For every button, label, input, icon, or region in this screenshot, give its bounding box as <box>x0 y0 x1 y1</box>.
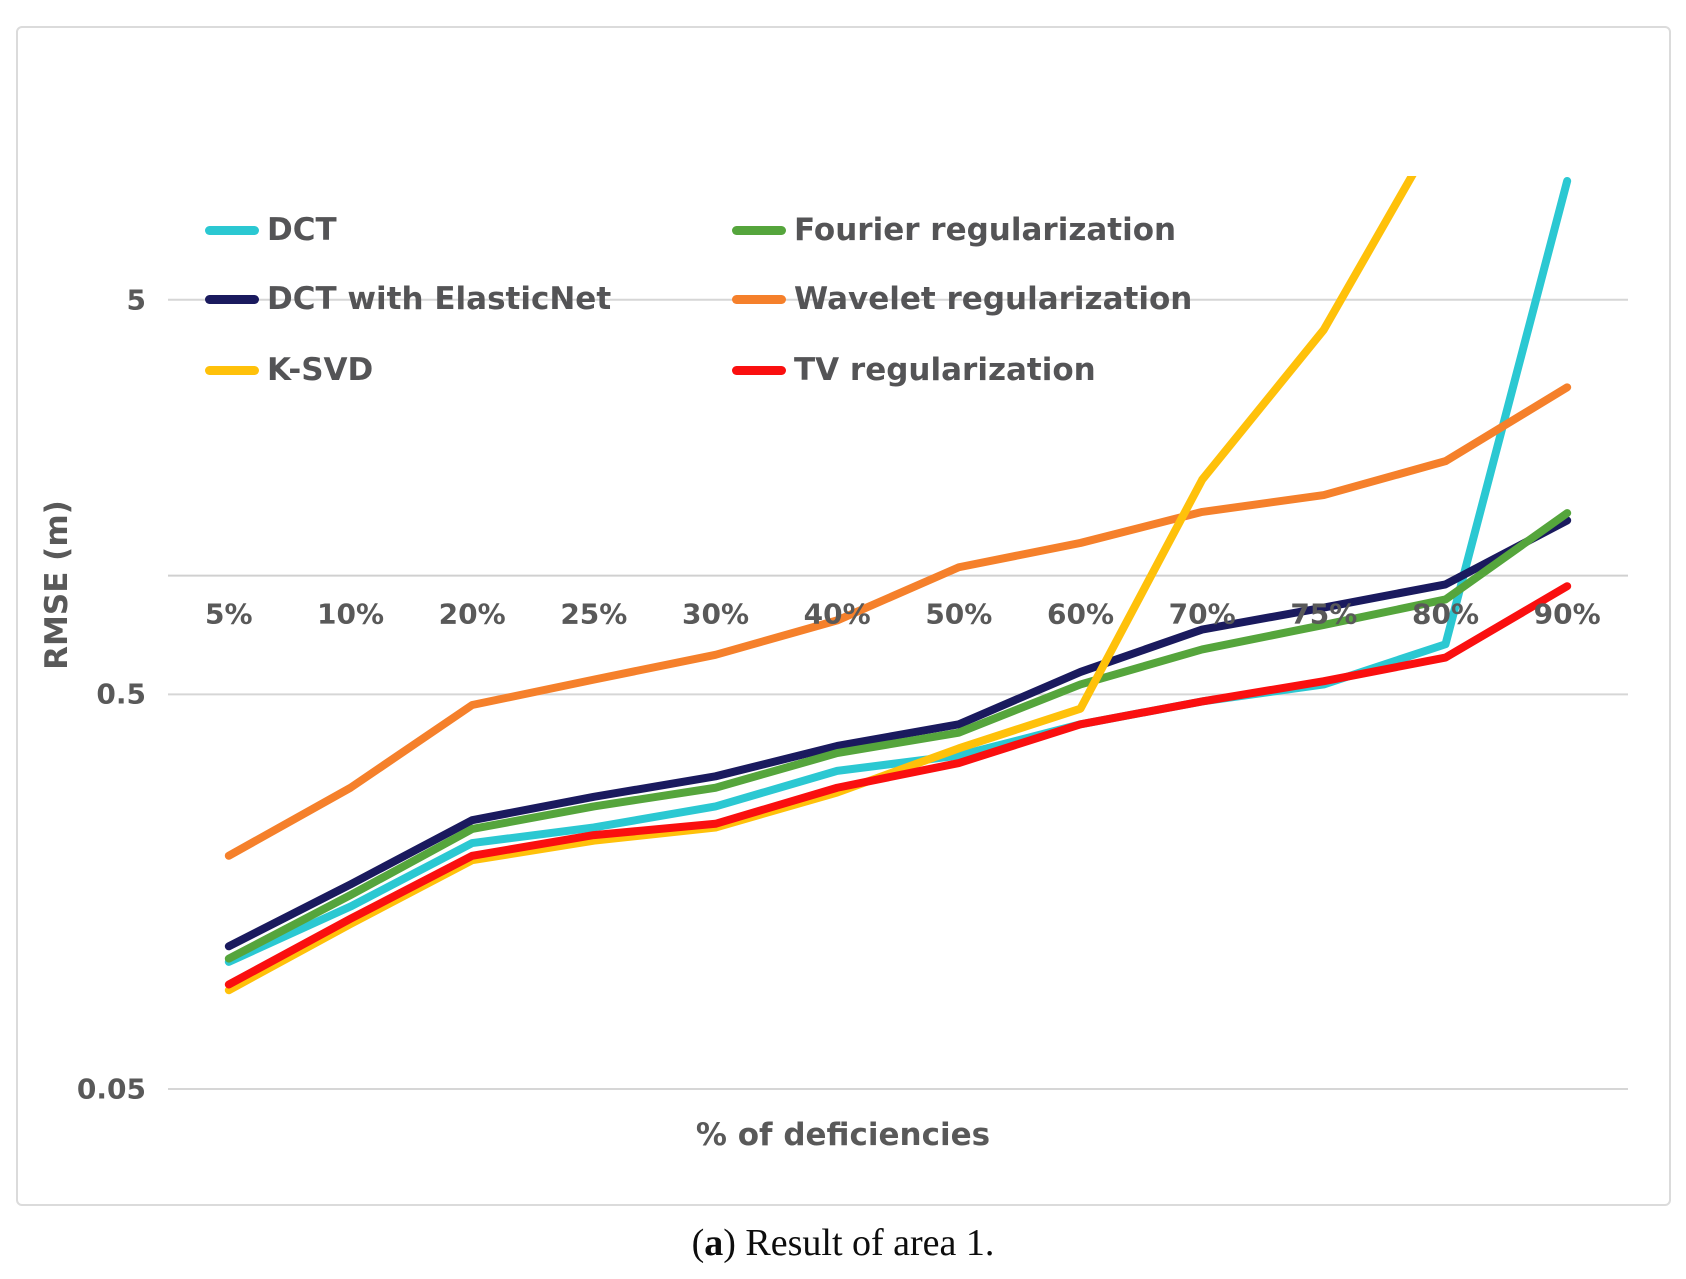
legend-swatch-fourier <box>732 225 786 235</box>
x-axis-tick-label: 90% <box>1533 597 1601 631</box>
series-line-wavelet-regularization <box>224 383 1572 860</box>
legend-label: Fourier regularization <box>794 212 1177 248</box>
legend-label: K-SVD <box>267 352 374 388</box>
x-axis-tick-label: 20% <box>438 597 506 631</box>
x-axis-title: % of deficiencies <box>695 1117 991 1153</box>
x-axis-tick-label: 50% <box>925 597 993 631</box>
legend-item-fourier: Fourier regularization <box>732 208 1176 252</box>
y-axis-tick-label: 0.05 <box>76 1072 146 1106</box>
x-axis-tick-label: 70% <box>1168 597 1236 631</box>
caption-open: ( <box>691 1222 705 1264</box>
x-axis-tick-label: 75% <box>1290 597 1358 631</box>
legend-swatch-dct <box>205 225 259 235</box>
x-axis-tick-label: 30% <box>681 597 750 631</box>
caption-rest: ) Result of area 1. <box>723 1222 995 1264</box>
legend-label: DCT with ElasticNet <box>267 281 612 317</box>
legend-item-dct: DCT <box>205 208 337 252</box>
x-axis-tick-label: 10% <box>316 597 385 631</box>
legend-swatch-dct-elasticnet <box>205 294 259 304</box>
legend-label: Wavelet regularization <box>794 281 1193 317</box>
series-line-tv-regularization <box>224 582 1572 989</box>
legend-label: TV regularization <box>794 352 1096 388</box>
x-axis-tick-label: 40% <box>803 597 871 631</box>
legend-item-wavelet: Wavelet regularization <box>732 277 1192 321</box>
legend-swatch-tv <box>732 365 786 375</box>
y-axis-title: RMSE (m) <box>39 500 75 670</box>
legend-item-dct-elasticnet: DCT with ElasticNet <box>205 277 611 321</box>
legend-swatch-ksvd <box>205 365 259 375</box>
series-line-k-svd <box>224 176 1417 995</box>
legend-swatch-wavelet <box>732 294 786 304</box>
series-line-fourier-regularization <box>224 509 1572 963</box>
caption-letter: a <box>704 1222 724 1264</box>
y-axis-tick-label: 0.5 <box>96 677 146 711</box>
y-axis-tick-label: 5 <box>126 283 146 317</box>
legend-item-ksvd: K-SVD <box>205 348 373 392</box>
legend-label: DCT <box>267 212 337 248</box>
x-axis-tick-label: 5% <box>205 597 253 631</box>
x-axis-tick-label: 60% <box>1046 597 1115 631</box>
x-axis-tick-label: 25% <box>560 597 628 631</box>
figure-caption: (a) Result of area 1. <box>0 1221 1686 1265</box>
legend-item-tv: TV regularization <box>732 348 1096 392</box>
x-axis-tick-label: 80% <box>1411 597 1480 631</box>
series-line-dct-with-elasticnet <box>224 516 1572 951</box>
